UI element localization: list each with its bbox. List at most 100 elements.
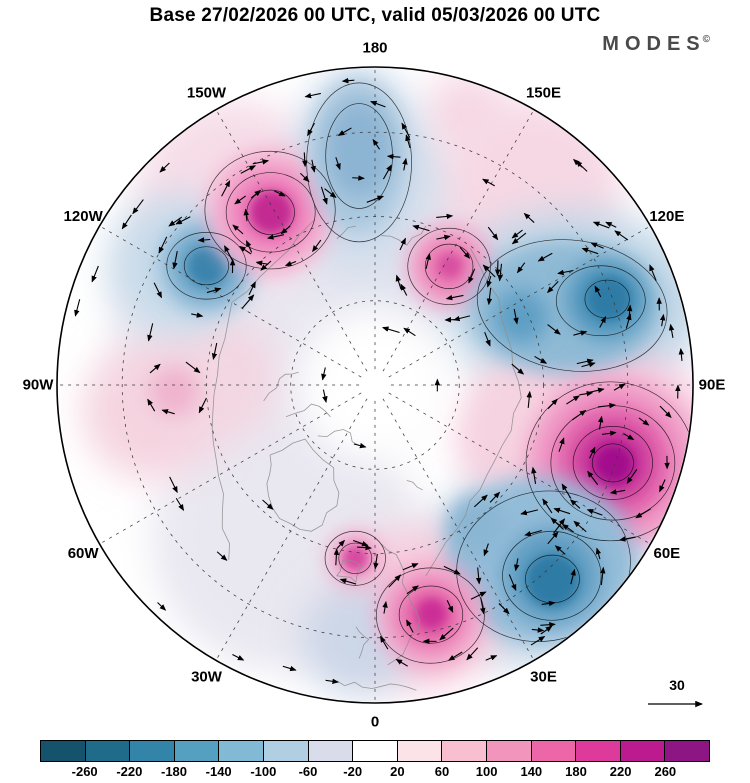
wind-arrow [402,157,408,171]
wind-arrow [211,342,218,360]
wind-arrow [191,312,204,318]
contour [456,490,631,642]
wind-arrow [553,518,566,534]
colorbar-tick-label: 20 [390,764,405,779]
wind-arrow [561,483,572,499]
wind-arrow [575,160,588,172]
colorbar-tick-label: -20 [343,764,363,779]
colorbar-segment [353,741,398,761]
anomaly-blob [422,70,512,160]
wind-arrow [547,531,559,545]
wind-arrow [542,498,553,514]
anomaly-blob [149,365,201,417]
colorbar-segment [308,741,354,761]
colorbar-tick-label: -60 [298,764,318,779]
wind-arrow [132,199,144,215]
wind-arrow [221,180,231,197]
wind-arrow [482,178,495,187]
wind-arrow [147,323,154,342]
wind-arrow [573,330,588,336]
wind-arrow [352,540,369,547]
wind-arrow [262,499,274,510]
wind-arrow [232,654,245,661]
contour [183,246,230,286]
wind-arrow [649,264,657,281]
anomaly-blob [249,190,293,234]
wind-arrow [382,164,392,180]
modes-logo-text: MODES [602,33,706,55]
meridian-labels: 180 150E 120E 90E 60E 30E 0 30W 60W 90W 120W 150W [23,40,726,731]
contour [555,265,646,337]
wind-arrow [372,138,381,150]
contour [572,425,653,500]
anomaly-blob [448,496,506,554]
wind-arrow [436,234,451,241]
wind-arrow [569,499,581,509]
colorbar-tick-labels: -260 -220 -180 -140 -100 -60 -20 20 60 100 140 180 2… [40,764,710,781]
wind-arrow [498,603,510,615]
colorbar-tick-label: 260 [654,764,677,779]
anomaly-field [58,68,692,702]
colorbar-tick-label: -220 [116,764,143,779]
contour [338,542,373,574]
wind-arrow [388,574,402,588]
wind-arrow [386,153,401,160]
vector-scale-label: 30 [669,677,685,693]
wind-arrow [333,548,340,566]
colorbar [40,740,710,762]
meridian-label-90W: 90W [23,377,55,394]
wind-arrow [635,508,652,519]
colorbar-tick-label: -140 [205,764,232,779]
anomaly-blob [494,289,549,344]
wind-arrow [511,229,523,239]
wind-arrow [198,397,207,414]
contour [204,150,336,270]
anomaly-blob [438,254,462,277]
wind-arrow [406,619,414,633]
meridian-label-150E: 150E [526,85,561,102]
wind-arrow [497,263,503,282]
wind-arrow [609,489,626,495]
wind-arrow [486,287,493,306]
wind-arrow [175,216,191,225]
anomaly-blob [327,101,391,198]
wind-arrow [159,162,170,173]
wind-arrow [121,214,132,230]
wind-arrow [520,509,539,516]
wind-arrow [412,224,430,232]
wind-arrow [280,225,291,235]
wind-arrow [623,433,635,441]
wind-arrow [341,77,355,84]
wind-arrow [625,313,632,329]
wind-arrow [513,558,520,572]
contour [584,279,630,319]
wind-arrow [540,625,553,635]
coastline-path [355,626,370,659]
wind-arrow [400,283,408,296]
wind-arrow [531,627,545,633]
colorbar-tick-label: 140 [520,764,543,779]
modes-logo-copyright: © [702,34,710,46]
wind-arrow [601,430,617,437]
wind-arrow [659,405,672,419]
wind-arrow [587,470,599,486]
wind-arrow [444,317,458,323]
wind-arrow [484,332,491,347]
wind-arrow [511,232,527,245]
wind-arrow [489,491,501,503]
colorbar-segment [85,741,131,761]
wind-arrow [310,159,316,173]
wind-arrow [508,574,517,592]
colorbar-segment [397,741,443,761]
wind-arrow [570,568,576,585]
wind-arrow [626,304,633,318]
wind-arrow [379,635,389,650]
wind-arrow [485,655,498,661]
colorbar-segment [41,741,86,761]
wind-arrow [339,578,357,585]
wind-arrow [557,269,574,276]
wind-arrow [336,539,346,549]
contour [225,172,316,253]
wind-arrow [147,398,156,412]
wind-arrow [302,152,308,168]
